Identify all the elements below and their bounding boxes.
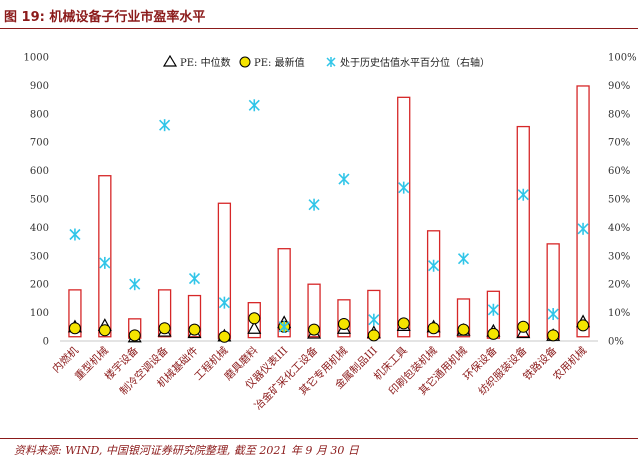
right-tick-label: 80% <box>608 109 630 120</box>
left-tick-label: 300 <box>30 251 49 262</box>
pe-range-bar <box>187 294 202 338</box>
percentile-marker <box>338 173 350 186</box>
right-tick-label: 50% <box>608 195 630 206</box>
latest-marker <box>98 324 111 337</box>
percentile-marker <box>278 320 290 333</box>
percentile-marker <box>398 181 410 194</box>
latest-marker <box>577 319 590 332</box>
legend: PE: 中位数 PE: 最新值 处于历史估值水平百分位（右轴） <box>162 54 490 69</box>
legend-item-latest: PE: 最新值 <box>239 56 305 69</box>
pe-range-bar <box>397 96 411 338</box>
legend-circle <box>239 56 251 68</box>
right-tick-label: 0% <box>608 337 624 348</box>
pe-range-bar <box>456 298 471 338</box>
percentile-marker <box>248 99 260 112</box>
legend-triangle <box>162 54 178 67</box>
title-rule <box>0 28 638 29</box>
pe-range-bar <box>217 202 232 340</box>
left-tick-label: 200 <box>30 280 49 291</box>
percentile-marker <box>99 256 111 269</box>
right-tick-label: 30% <box>608 251 630 262</box>
bars-layer <box>68 85 590 340</box>
right-tick-label: 60% <box>608 166 630 177</box>
left-tick-label: 400 <box>30 223 49 234</box>
pe-range-bar <box>546 243 560 339</box>
left-tick-label: 0 <box>43 337 49 348</box>
source-rule <box>0 438 638 439</box>
pe-range-bar <box>337 299 351 338</box>
legend-item-percentile: 处于历史估值水平百分位（右轴） <box>326 56 490 69</box>
percentile-marker <box>129 278 141 291</box>
pe-range-bar <box>516 125 530 338</box>
right-tick-label: 100% <box>608 53 637 64</box>
pe-range-bar <box>247 302 261 339</box>
left-tick-label: 100 <box>30 308 49 319</box>
right-tick-label: 70% <box>608 138 630 149</box>
legend-item-median: PE: 中位数 <box>162 54 231 69</box>
left-tick-label: 800 <box>30 109 49 120</box>
pe-range-bar <box>98 175 112 338</box>
latest-marker <box>308 323 321 336</box>
legend-label: 处于历史估值水平百分位（右轴） <box>340 56 490 69</box>
pe-range-bar <box>426 230 441 338</box>
left-tick-label: 700 <box>30 138 49 149</box>
right-tick-label: 40% <box>608 223 630 234</box>
left-tick-label: 1000 <box>24 53 49 64</box>
percentile-marker <box>547 308 559 321</box>
right-axis-ticks: 0% 10% 20% 30% 40% 50% 60% 70% 80% 90% 100% <box>608 53 637 348</box>
latest-marker <box>427 322 440 335</box>
percentile-marker <box>159 119 171 132</box>
percentile-marker <box>368 313 380 326</box>
left-tick-label: 600 <box>30 166 49 177</box>
percentile-marker <box>308 198 320 211</box>
figure-title: 图 19: 机械设备子行业市盈率水平 <box>4 10 206 25</box>
markers-layer <box>67 99 591 343</box>
left-axis-ticks: 0 100 200 300 400 500 600 700 800 900 1000 <box>24 53 49 348</box>
median-marker <box>247 320 262 334</box>
latest-marker <box>248 312 261 325</box>
latest-marker <box>457 323 470 336</box>
pe-chart: 0 100 200 300 400 500 600 700 800 900 1000 0% 10% 20… <box>24 53 637 413</box>
legend-label: PE: 中位数 <box>180 56 231 69</box>
pe-range-bar <box>157 289 172 338</box>
source-note: 资料来源: WIND, 中国银河证券研究院整理, 截至 2021 年 9 月 3… <box>14 444 359 457</box>
latest-marker <box>128 329 141 342</box>
latest-marker <box>397 317 410 330</box>
percentile-marker <box>457 252 470 265</box>
right-tick-label: 10% <box>608 308 630 319</box>
latest-marker <box>188 323 201 336</box>
category-label: 农用机械 <box>550 344 589 383</box>
percentile-marker <box>188 272 201 285</box>
right-tick-label: 20% <box>608 280 630 291</box>
pe-range-bar <box>576 85 590 338</box>
latest-marker <box>547 329 560 342</box>
left-tick-label: 900 <box>30 81 49 92</box>
pe-range-bar <box>277 248 291 338</box>
pe-range-bar <box>307 283 321 338</box>
latest-marker <box>337 317 350 330</box>
percentile-marker <box>577 222 589 235</box>
percentile-marker <box>487 303 499 316</box>
legend-label: PE: 最新值 <box>254 56 305 69</box>
latest-marker <box>158 322 171 335</box>
latest-marker <box>367 329 380 342</box>
left-tick-label: 500 <box>30 195 49 206</box>
percentile-marker <box>517 188 529 201</box>
percentile-marker <box>69 228 81 241</box>
percentile-marker <box>218 296 230 309</box>
x-axis-labels: 内燃机重型机械楼宇设备制冷空调设备机械基础件工程机械磨具磨料仪器仪表III冶金矿… <box>50 344 590 413</box>
latest-marker <box>218 330 231 343</box>
right-tick-label: 90% <box>608 81 630 92</box>
percentile-marker <box>428 259 440 272</box>
latest-marker <box>68 322 81 335</box>
pe-range-bar <box>68 289 82 338</box>
latest-marker <box>487 327 500 340</box>
latest-marker <box>517 320 530 333</box>
